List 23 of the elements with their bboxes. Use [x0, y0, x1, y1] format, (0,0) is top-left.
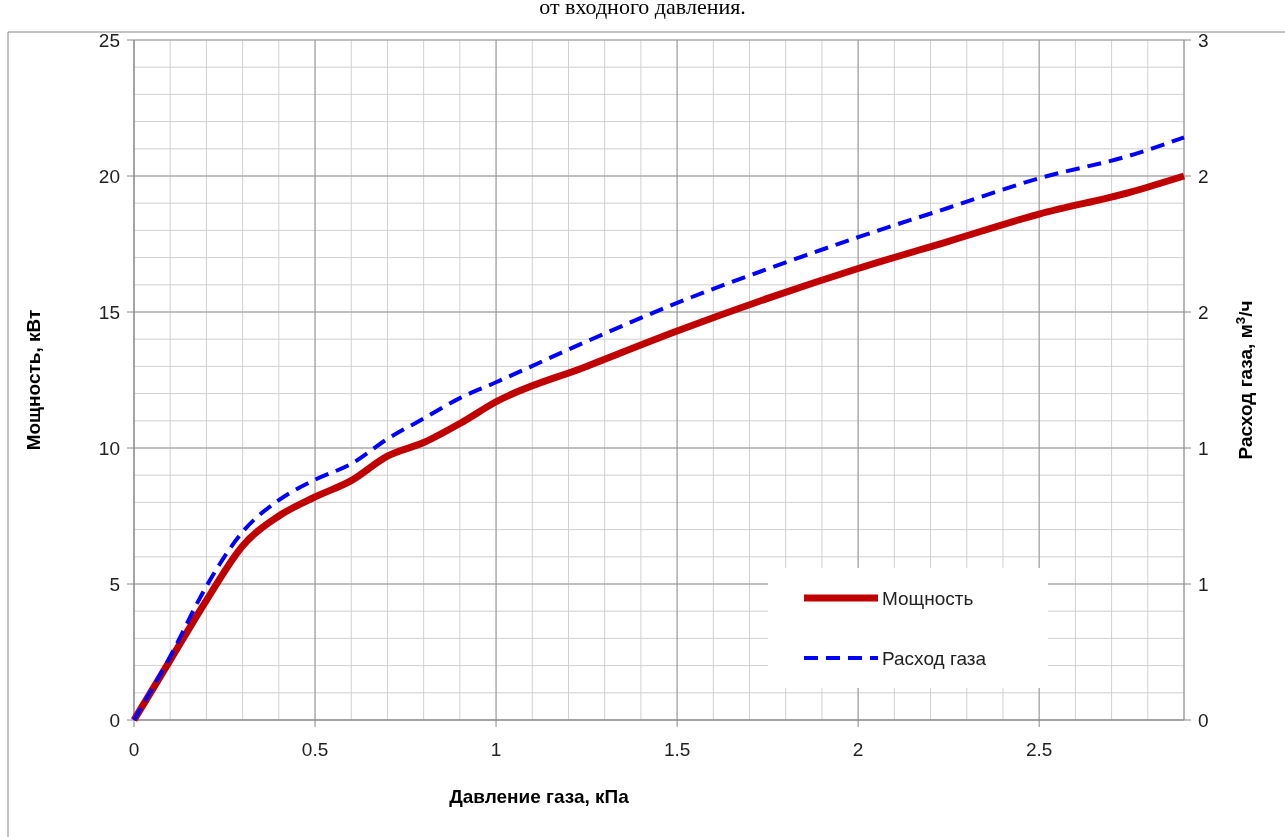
- y-tick-label: 10: [98, 437, 120, 459]
- x-axis-title: Давление газа, кПа: [449, 786, 630, 807]
- y-tick-label: 5: [109, 573, 120, 595]
- x-tick-label: 0: [128, 739, 140, 760]
- x-tick-label: 0.5: [301, 739, 329, 760]
- x-tick-label: 2: [852, 739, 864, 760]
- x-tick-label: 2.5: [1025, 739, 1053, 760]
- y-tick-label: 20: [98, 165, 120, 187]
- y2-tick-label: 2: [1198, 165, 1209, 187]
- chart-title: от входного давления.: [539, 0, 746, 19]
- y2-tick-label: 1: [1198, 573, 1209, 595]
- y2-tick-label: 0: [1198, 709, 1209, 731]
- y-axis-title: Мощность, кВт: [23, 309, 44, 451]
- legend-label: Мощность: [882, 587, 974, 609]
- y2-tick-label: 2: [1198, 301, 1209, 323]
- x-tick-label: 1.5: [663, 739, 691, 760]
- y2-tick-label: 1: [1198, 437, 1209, 459]
- y-tick-label: 0: [109, 709, 120, 731]
- x-tick-label: 1: [490, 739, 502, 760]
- y-tick-label: 25: [98, 29, 120, 51]
- y2-tick-label: 3: [1198, 29, 1209, 51]
- legend-label: Расход газа: [882, 647, 987, 669]
- y-tick-label: 15: [98, 301, 120, 323]
